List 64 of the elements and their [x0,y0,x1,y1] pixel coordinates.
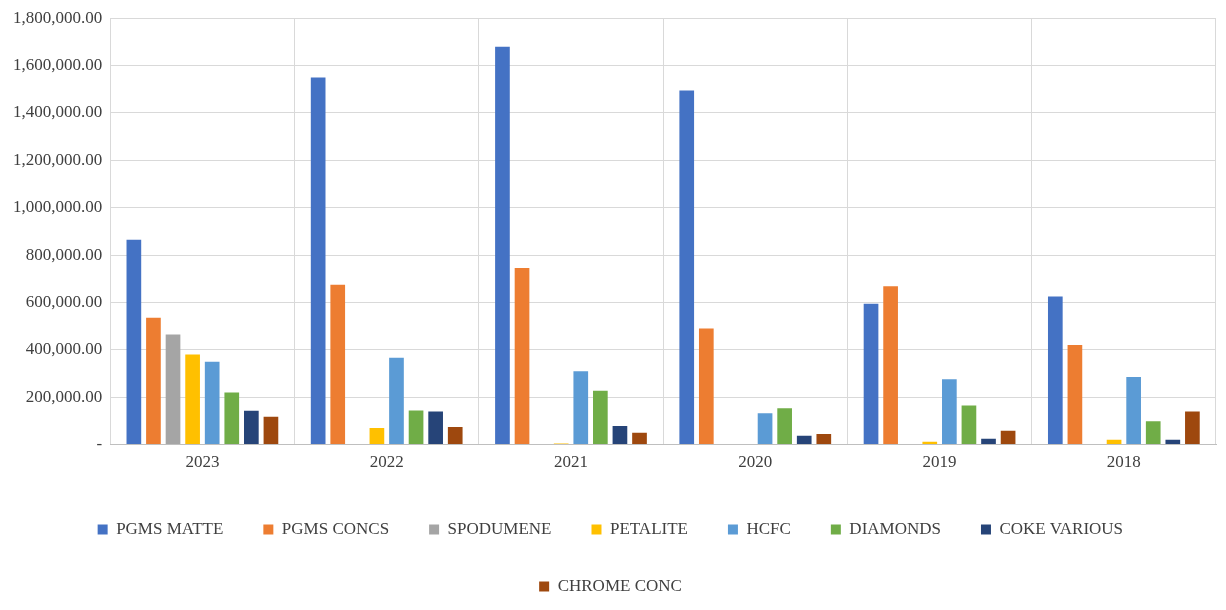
bar [224,392,240,445]
y-tick-label: 1,200,000.00 [13,149,103,169]
legend-label: DIAMONDS [849,518,941,538]
bar [447,427,463,445]
y-tick-label: 1,000,000.00 [13,197,103,217]
bar [593,390,608,445]
legend-label: PETALITE [609,518,688,538]
y-tick-label: 1,600,000.00 [13,55,103,75]
bar [1126,377,1141,445]
bar [1047,296,1063,445]
bar [408,410,424,445]
bar [757,413,773,445]
y-tick-label: 400,000.00 [25,339,103,359]
bar [165,334,181,445]
x-tick-label: 2019 [922,452,957,472]
bar [679,90,695,445]
x-tick-label: 2023 [185,452,220,472]
bar [514,268,530,445]
bar [961,405,977,445]
bar [981,438,996,445]
y-tick-label: 1,400,000.00 [13,102,103,122]
y-tick-label: 800,000.00 [25,244,103,264]
bar [1000,430,1016,445]
bar [244,410,259,445]
bar [632,432,647,445]
x-tick-label: 2018 [1106,452,1141,472]
legend-label: COKE VARIOUS [999,518,1124,538]
x-tick-label: 2020 [738,452,773,472]
bar [816,433,832,445]
bar [389,357,404,445]
bar [310,77,326,445]
legend-label: PGMS MATTE [116,518,224,538]
bar [1185,411,1200,445]
bar [428,411,443,445]
bar [612,426,628,445]
bar [883,286,898,445]
bar [204,361,220,445]
bar [126,239,142,445]
bar [330,284,346,445]
legend-label: HCFC [746,518,791,538]
bar [863,303,879,445]
x-tick-label: 2022 [369,452,404,472]
legend-label: SPODUMENE [447,518,552,538]
y-tick-label: 200,000.00 [25,386,103,406]
bar [263,416,279,445]
bar [185,354,200,445]
bar [1106,439,1122,445]
bar [495,46,510,445]
legend-label: PGMS CONCS [281,518,390,538]
x-tick-label: 2021 [553,452,588,472]
bar [698,328,714,445]
bar [1145,421,1161,445]
y-tick-label: 1,800,000.00 [13,7,103,27]
bar [146,317,161,445]
y-tick-label: 600,000.00 [25,291,103,311]
bar [1067,345,1083,445]
legend-label: CHROME CONC [557,575,682,595]
bar [573,371,589,445]
bar [369,428,385,445]
bar [942,379,957,445]
bar [1165,439,1181,445]
bar [796,435,812,445]
y-tick-label: - [96,434,103,454]
bar [777,408,792,445]
